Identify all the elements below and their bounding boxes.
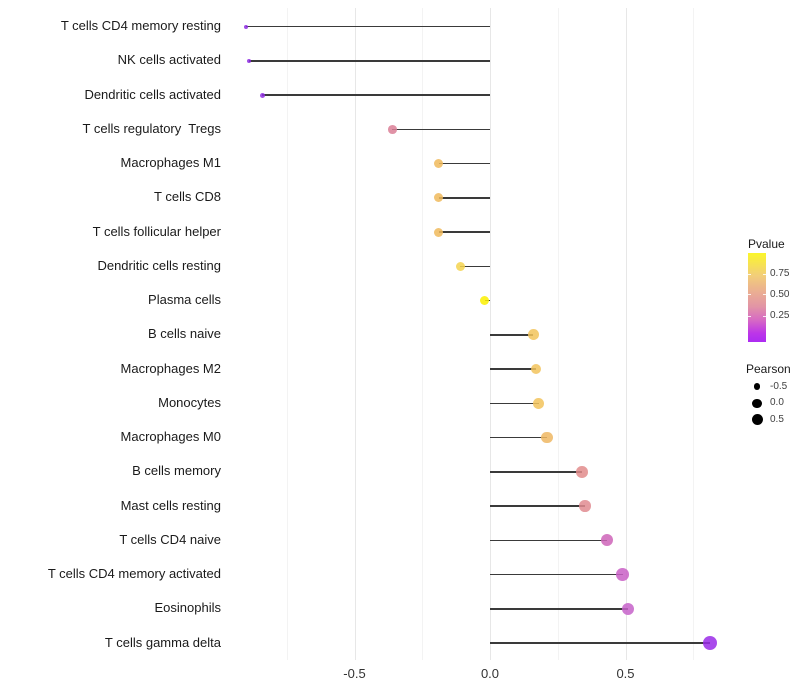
y-axis-label: T cells regulatory Tregs (82, 120, 221, 136)
lollipop-stem (490, 573, 623, 576)
lollipop-stem (490, 471, 583, 473)
y-axis-label: T cells follicular helper (92, 223, 221, 239)
lollipop-dot (541, 431, 553, 444)
plot-panel (222, 8, 731, 660)
lollipop-stem (490, 539, 607, 542)
gridline-minor (422, 8, 424, 660)
y-axis-label: Dendritic cells resting (97, 257, 221, 273)
y-axis-label: T cells gamma delta (104, 634, 221, 650)
lollipop-dot (388, 124, 397, 134)
lollipop-dot (434, 193, 443, 203)
gridline-major (490, 8, 491, 660)
lollipop-dot (434, 227, 443, 237)
lollipop-dot (434, 159, 443, 169)
lollipop-stem (438, 231, 490, 233)
pvalue-gradient-bar (748, 253, 766, 342)
pvalue-bar-tick (748, 294, 751, 296)
lollipop-dot (455, 261, 465, 271)
lollipop-stem (490, 436, 547, 439)
pvalue-bar-tick (748, 315, 751, 317)
lollipop-dot (244, 24, 249, 29)
lollipop-dot (600, 534, 613, 547)
pearson-legend-dot (751, 414, 763, 425)
y-axis-label: T cells CD4 naive (119, 531, 221, 547)
lollipop-dot (621, 602, 635, 616)
lollipop-stem (490, 642, 710, 644)
lollipop-dot (530, 363, 542, 375)
pearson-legend-dot (753, 383, 761, 391)
y-axis-label: Monocytes (158, 394, 221, 410)
lollipop-dot (259, 92, 265, 98)
lollipop-stem (438, 162, 490, 165)
x-axis-tick-label: 0.0 (480, 666, 500, 681)
gridline-minor (693, 8, 695, 660)
pearson-legend-dot (752, 398, 762, 408)
pearson-legend-tick-label: -0.5 (770, 380, 788, 392)
pearson-legend-title: Pearson (746, 362, 791, 376)
y-axis-label: B cells memory (132, 463, 221, 479)
lollipop-stem (246, 25, 490, 28)
lollipop-dot (576, 466, 588, 478)
lollipop-dot (479, 295, 490, 306)
y-axis-label: B cells naive (148, 326, 221, 342)
y-axis-label: T cells CD4 memory activated (47, 566, 221, 582)
pvalue-legend-tick-label: 0.25 (770, 310, 790, 321)
lollipop-stem (490, 402, 539, 405)
lollipop-stem (262, 94, 490, 96)
gridline-minor (557, 8, 559, 660)
lollipop-stem (460, 265, 490, 268)
lollipop-dot (246, 58, 251, 63)
y-axis-label: T cells CD4 memory resting (60, 18, 221, 33)
pvalue-bar-tick (763, 273, 766, 275)
lollipop-stem (490, 608, 629, 610)
lollipop-dot (528, 329, 539, 341)
gridline-major (625, 8, 627, 660)
lollipop-stem (490, 334, 534, 336)
pvalue-legend-tick-label: 0.50 (770, 288, 790, 300)
lollipop-dot (702, 636, 717, 651)
lollipop-stem (438, 197, 490, 199)
y-axis-label: Macrophages M0 (120, 429, 221, 445)
lollipop-stem (248, 60, 490, 62)
gridline-major (354, 8, 356, 660)
y-axis-label: Plasma cells (148, 292, 221, 308)
pvalue-legend-tick-label: 0.75 (770, 268, 790, 280)
lollipop-dot (533, 398, 545, 409)
y-axis-label: Eosinophils (154, 600, 222, 616)
lollipop-stem (490, 505, 585, 507)
y-axis-label: Macrophages M2 (120, 360, 221, 376)
y-axis-label: NK cells activated (117, 52, 221, 68)
pvalue-bar-tick (748, 273, 751, 275)
y-axis-label: Macrophages M1 (120, 155, 221, 171)
gridline-minor (286, 8, 288, 660)
y-axis-label: Mast cells resting (120, 497, 221, 513)
lollipop-dot (579, 500, 591, 512)
pvalue-legend-title: Pvalue (748, 237, 785, 251)
y-axis-label: Dendritic cells activated (84, 86, 221, 102)
lollipop-stem (392, 128, 490, 131)
pearson-legend-tick-label: 0.0 (770, 397, 784, 409)
x-axis-tick-label: -0.5 (343, 666, 366, 681)
pvalue-bar-tick (763, 315, 766, 317)
x-axis-tick-label: 0.5 (616, 666, 635, 681)
pearson-legend-tick-label: 0.5 (770, 413, 784, 425)
lollipop-stem (490, 368, 537, 370)
pvalue-bar-tick (763, 294, 766, 296)
lollipop-dot (616, 568, 630, 581)
y-axis-label: T cells CD8 (154, 189, 221, 205)
